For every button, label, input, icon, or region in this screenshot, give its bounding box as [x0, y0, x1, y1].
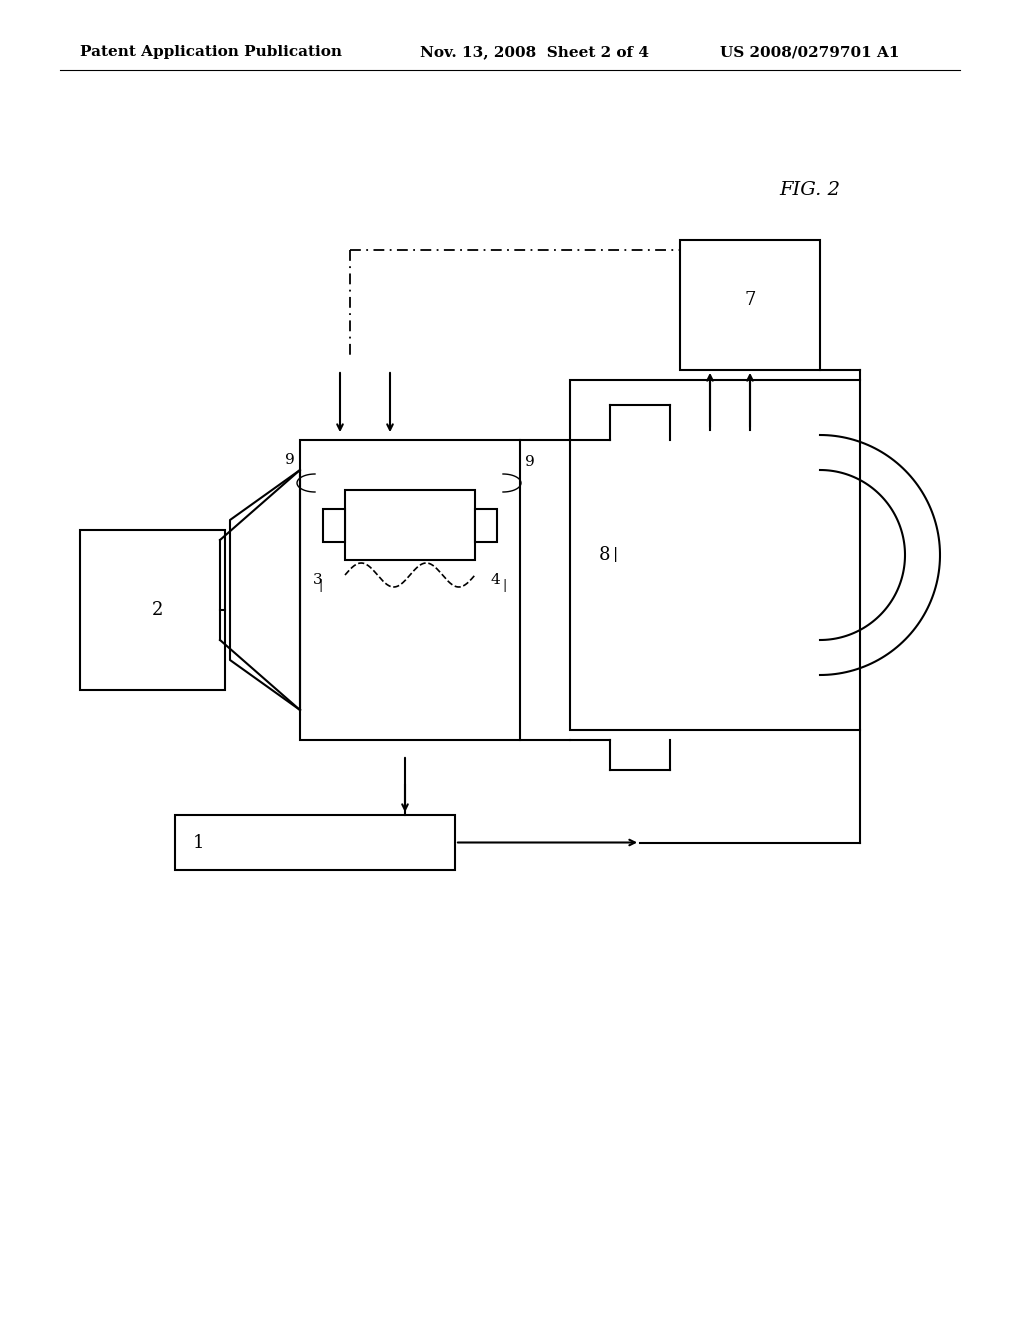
Text: |: |: [613, 548, 618, 562]
Bar: [345, 490, 475, 560]
Bar: [175, 814, 455, 870]
Text: Patent Application Publication: Patent Application Publication: [80, 45, 342, 59]
Bar: [475, 510, 497, 543]
Bar: [680, 240, 820, 370]
Text: FIG. 2: FIG. 2: [779, 181, 841, 199]
Text: 4: 4: [490, 573, 500, 587]
Bar: [323, 510, 345, 543]
Bar: [300, 440, 520, 741]
Text: 9: 9: [525, 455, 535, 469]
Text: 8: 8: [599, 546, 610, 564]
Bar: [80, 531, 225, 690]
Bar: [570, 380, 860, 730]
Text: 1: 1: [193, 833, 205, 851]
Text: US 2008/0279701 A1: US 2008/0279701 A1: [720, 45, 899, 59]
Text: 3: 3: [313, 573, 323, 587]
Text: 2: 2: [152, 601, 163, 619]
Text: 7: 7: [744, 290, 756, 309]
Text: |: |: [318, 578, 323, 591]
Text: 9: 9: [285, 453, 295, 467]
Text: |: |: [502, 578, 506, 591]
Text: Nov. 13, 2008  Sheet 2 of 4: Nov. 13, 2008 Sheet 2 of 4: [420, 45, 649, 59]
